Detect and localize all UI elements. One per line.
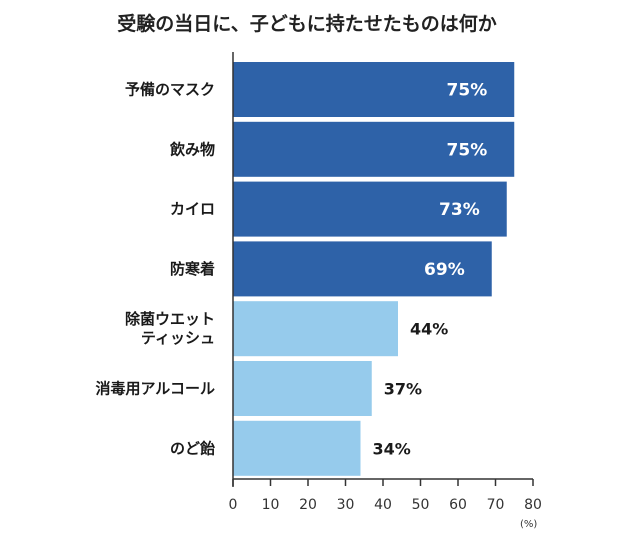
value-label: 75%: [447, 81, 488, 101]
bar-1: [233, 62, 515, 117]
category-label: のど飴: [170, 439, 215, 457]
value-label: 34%: [373, 439, 411, 458]
bar-2: [233, 121, 515, 177]
x-tick-label: 30: [337, 497, 355, 513]
x-tick-label: 50: [412, 497, 430, 513]
category-label: 除菌ウエットティッシュ: [125, 310, 215, 347]
category-label: 防寒着: [170, 260, 215, 278]
bar-4: [233, 241, 492, 297]
bars-group: [233, 62, 515, 476]
x-axis-unit-label: (%): [520, 519, 537, 530]
value-label: 73%: [439, 200, 480, 220]
bar-7: [233, 420, 361, 476]
x-tick-label: 60: [449, 497, 467, 513]
x-tick-label: 70: [487, 497, 505, 513]
x-tick-label: 10: [262, 497, 280, 513]
x-tick-label: 80: [524, 497, 542, 513]
chart-title: 受験の当日に、子どもに持たせたものは何か: [117, 12, 496, 35]
category-label: 消毒用アルコール: [95, 380, 215, 398]
bar-6: [233, 361, 372, 416]
category-label: 飲み物: [169, 140, 215, 158]
x-tick-label: 40: [374, 497, 392, 513]
value-label: 75%: [447, 140, 488, 160]
x-tick-label: 20: [299, 497, 317, 513]
value-label: 37%: [384, 380, 422, 399]
x-axis: 0 10 20 30 40 50 60 70 80: [229, 52, 542, 513]
bar-5: [233, 301, 398, 357]
x-tick-label: 0: [229, 497, 238, 513]
category-label: 予備のマスク: [125, 81, 215, 99]
category-label: カイロ: [170, 200, 215, 218]
value-label: 69%: [424, 260, 465, 280]
bar-3: [233, 181, 507, 237]
value-label: 44%: [410, 320, 448, 339]
value-labels-group: 75% 75% 73% 69% 44% 37% 34%: [373, 81, 488, 459]
